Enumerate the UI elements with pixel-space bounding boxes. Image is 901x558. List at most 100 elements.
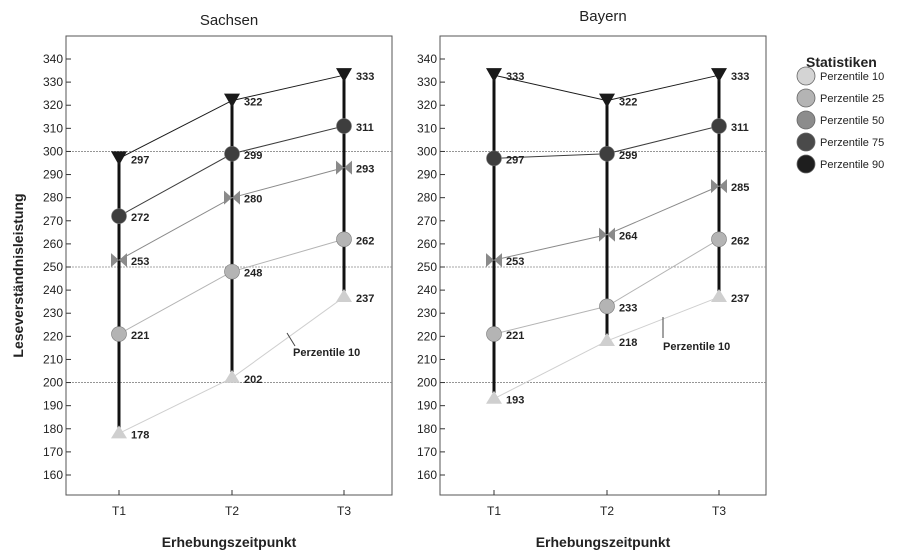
- y-tick-label: 320: [43, 98, 63, 112]
- y-tick-label: 200: [417, 376, 437, 390]
- data-point: [224, 369, 240, 383]
- y-tick-label: 190: [417, 399, 437, 413]
- y-tick-label: 280: [417, 191, 437, 205]
- data-point: [224, 263, 240, 280]
- data-label: 297: [131, 154, 149, 166]
- x-axis-title: Erhebungszeitpunkt: [162, 534, 297, 550]
- plot-frame: [439, 35, 767, 496]
- data-label: 262: [731, 235, 749, 247]
- data-point: [599, 298, 615, 315]
- data-label: 253: [131, 256, 149, 268]
- y-tick-label: 330: [43, 75, 63, 89]
- y-tick-label: 320: [417, 98, 437, 112]
- data-point: [486, 390, 502, 404]
- y-tick-label: 260: [43, 237, 63, 251]
- data-point: [336, 68, 352, 83]
- data-label: 202: [244, 374, 262, 386]
- data-label: 237: [356, 293, 374, 305]
- data-label: 272: [131, 212, 149, 224]
- data-point: [336, 118, 352, 134]
- y-tick-label: 240: [417, 283, 437, 297]
- data-point: [711, 179, 719, 194]
- y-tick-label: 200: [43, 376, 63, 390]
- y-tick-label: 220: [417, 329, 437, 343]
- x-tick-label: T2: [225, 504, 239, 518]
- data-label: 248: [244, 268, 262, 280]
- data-point: [599, 332, 615, 346]
- data-point: [111, 253, 119, 268]
- data-label: 322: [244, 97, 262, 109]
- legend-marker: [796, 66, 816, 86]
- annotation-label: Perzentile 10: [663, 341, 730, 353]
- data-point: [224, 190, 232, 205]
- legend-title: Statistiken: [806, 54, 877, 70]
- y-tick-label: 250: [43, 260, 63, 274]
- data-label: 299: [244, 150, 262, 162]
- y-tick-label: 340: [43, 52, 63, 66]
- data-label: 311: [356, 122, 374, 134]
- data-label: 299: [619, 150, 637, 162]
- legend-marker: [796, 110, 816, 130]
- data-label: 221: [506, 330, 524, 342]
- data-label: 253: [506, 256, 524, 268]
- panel-title: Bayern: [579, 8, 627, 25]
- data-point: [111, 425, 127, 439]
- y-tick-label: 170: [417, 445, 437, 459]
- data-label: 285: [731, 182, 749, 194]
- data-label: 333: [356, 71, 374, 83]
- data-label: 221: [131, 330, 149, 342]
- legend-marker: [796, 88, 816, 108]
- data-label: 333: [731, 71, 749, 83]
- data-label: 311: [731, 122, 749, 134]
- plot-frame: [65, 35, 393, 496]
- data-point: [344, 160, 352, 175]
- data-point: [111, 326, 127, 342]
- data-label: 280: [244, 194, 262, 206]
- y-tick-label: 180: [43, 422, 63, 436]
- legend-marker: [796, 132, 816, 152]
- data-point: [711, 289, 727, 303]
- legend-item-label: Perzentile 25: [820, 93, 884, 105]
- x-tick-label: T3: [712, 504, 726, 518]
- y-tick-label: 300: [43, 144, 63, 158]
- y-tick-label: 180: [417, 422, 437, 436]
- y-tick-label: 210: [417, 352, 437, 366]
- data-point: [607, 227, 615, 242]
- data-point: [486, 253, 494, 268]
- data-point: [494, 253, 502, 268]
- x-tick-label: T1: [487, 504, 501, 518]
- data-label: 293: [356, 164, 374, 176]
- data-point: [224, 93, 240, 108]
- data-point: [599, 145, 615, 162]
- y-tick-label: 270: [43, 214, 63, 228]
- y-tick-label: 170: [43, 445, 63, 459]
- y-tick-label: 220: [43, 329, 63, 343]
- data-point: [486, 326, 502, 342]
- data-point: [336, 231, 352, 248]
- y-tick-label: 190: [43, 399, 63, 413]
- data-point: [599, 227, 607, 242]
- x-tick-label: T3: [337, 504, 351, 518]
- data-point: [711, 231, 727, 248]
- y-axis-title: Leseverständnisleistung: [10, 193, 26, 357]
- x-axis-title: Erhebungszeitpunkt: [536, 534, 671, 550]
- data-label: 218: [619, 337, 637, 349]
- x-tick-label: T1: [112, 504, 126, 518]
- legend-item-label: Perzentile 75: [820, 137, 884, 149]
- data-label: 322: [619, 97, 637, 109]
- data-point: [111, 208, 127, 224]
- data-point: [711, 118, 727, 134]
- data-label: 297: [506, 154, 524, 166]
- legend-item-label: Perzentile 50: [820, 115, 884, 127]
- annotation-label: Perzentile 10: [293, 347, 360, 359]
- y-tick-label: 160: [417, 468, 437, 482]
- data-label: 237: [731, 293, 749, 305]
- y-tick-label: 230: [417, 306, 437, 320]
- annotation-leader: [286, 332, 296, 347]
- y-tick-label: 210: [43, 352, 63, 366]
- data-label: 233: [619, 302, 637, 314]
- data-point: [336, 289, 352, 303]
- legend-marker: [796, 154, 816, 174]
- data-point: [111, 151, 127, 166]
